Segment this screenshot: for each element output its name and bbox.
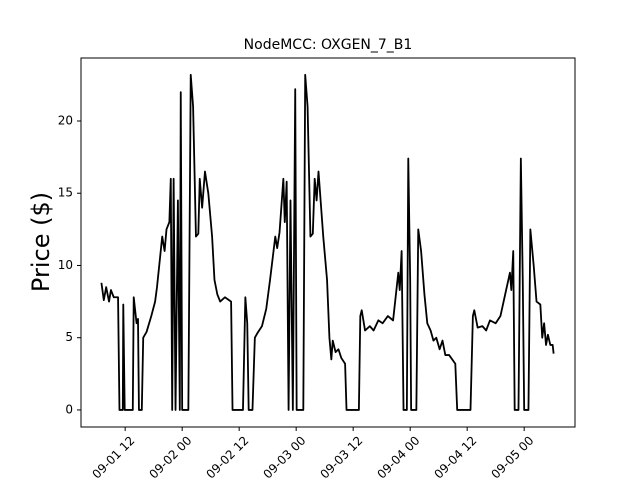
y-tick-label: 20 — [58, 113, 73, 127]
price-line — [100, 73, 555, 411]
plot-frame — [80, 57, 576, 428]
chart-title: NodeMCC: OXGEN_7_B1 — [244, 37, 413, 53]
y-tick-label: 10 — [58, 258, 73, 272]
y-tick-label: 15 — [58, 186, 73, 200]
y-axis-label: Price ($) — [27, 192, 55, 292]
y-tick-label: 0 — [65, 402, 73, 416]
y-tick-label: 5 — [65, 330, 73, 344]
